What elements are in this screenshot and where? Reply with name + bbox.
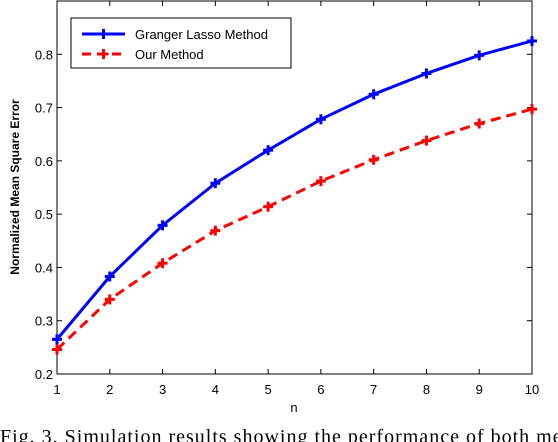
data-point: [52, 344, 62, 355]
x-tick-label: 9: [476, 382, 483, 397]
legend-marker: [98, 29, 109, 39]
x-tick-label: 10: [525, 382, 539, 397]
data-point: [157, 220, 168, 231]
data-point: [104, 271, 115, 282]
data-point: [368, 154, 379, 165]
series-layer: [52, 35, 537, 355]
data-point: [315, 176, 326, 187]
x-tick-label: 7: [370, 382, 377, 397]
x-axis: 1 2 3 4 5 6 7 8 9 10: [53, 1, 539, 397]
x-axis-label: n: [290, 400, 297, 415]
legend-label-ours: Our Method: [135, 47, 204, 62]
y-axis-label: Normalized Mean Square Error: [8, 99, 22, 275]
series-line-2: [55, 107, 533, 351]
legend-box: [70, 17, 292, 69]
figure-caption: Fig. 3. Simulation results showing the p…: [0, 426, 558, 442]
y-tick-label: 0.5: [35, 207, 53, 222]
data-point: [368, 89, 379, 100]
x-tick-label: 3: [159, 382, 166, 397]
data-point: [263, 201, 274, 212]
data-point: [474, 118, 485, 129]
data-point: [210, 225, 221, 236]
y-tick-label: 0.7: [35, 101, 53, 116]
legend: Granger Lasso Method Our Method: [70, 17, 292, 69]
legend-marker-ours: [98, 49, 109, 59]
data-point: [315, 114, 326, 125]
data-point: [421, 68, 432, 79]
legend-marker-granger: [98, 29, 109, 39]
x-tick-label: 6: [317, 382, 324, 397]
x-tick-label: 1: [53, 382, 60, 397]
data-point: [263, 145, 274, 156]
data-point: [157, 258, 168, 269]
data-point: [474, 50, 485, 61]
data-point: [527, 104, 537, 115]
legend-marker: [98, 49, 109, 59]
series-line-1: [55, 39, 533, 341]
x-tick-label: 4: [212, 382, 219, 397]
y-tick-label: 0.6: [35, 154, 53, 169]
data-point: [527, 35, 537, 46]
x-tick-label: 5: [264, 382, 271, 397]
legend-label-granger: Granger Lasso Method: [135, 27, 268, 42]
data-point: [104, 294, 115, 305]
y-tick-label: 0.3: [35, 314, 53, 329]
data-point: [52, 334, 62, 345]
y-tick-label: 0.4: [35, 260, 53, 275]
y-axis: 0.2 0.3 0.4 0.5 0.6 0.7 0.8: [35, 47, 532, 382]
y-tick-label: 0.8: [35, 47, 53, 62]
x-tick-label: 2: [106, 382, 113, 397]
y-tick-label: 0.2: [35, 367, 53, 382]
data-point: [421, 135, 432, 146]
x-tick-label: 8: [423, 382, 430, 397]
data-point: [210, 178, 221, 189]
